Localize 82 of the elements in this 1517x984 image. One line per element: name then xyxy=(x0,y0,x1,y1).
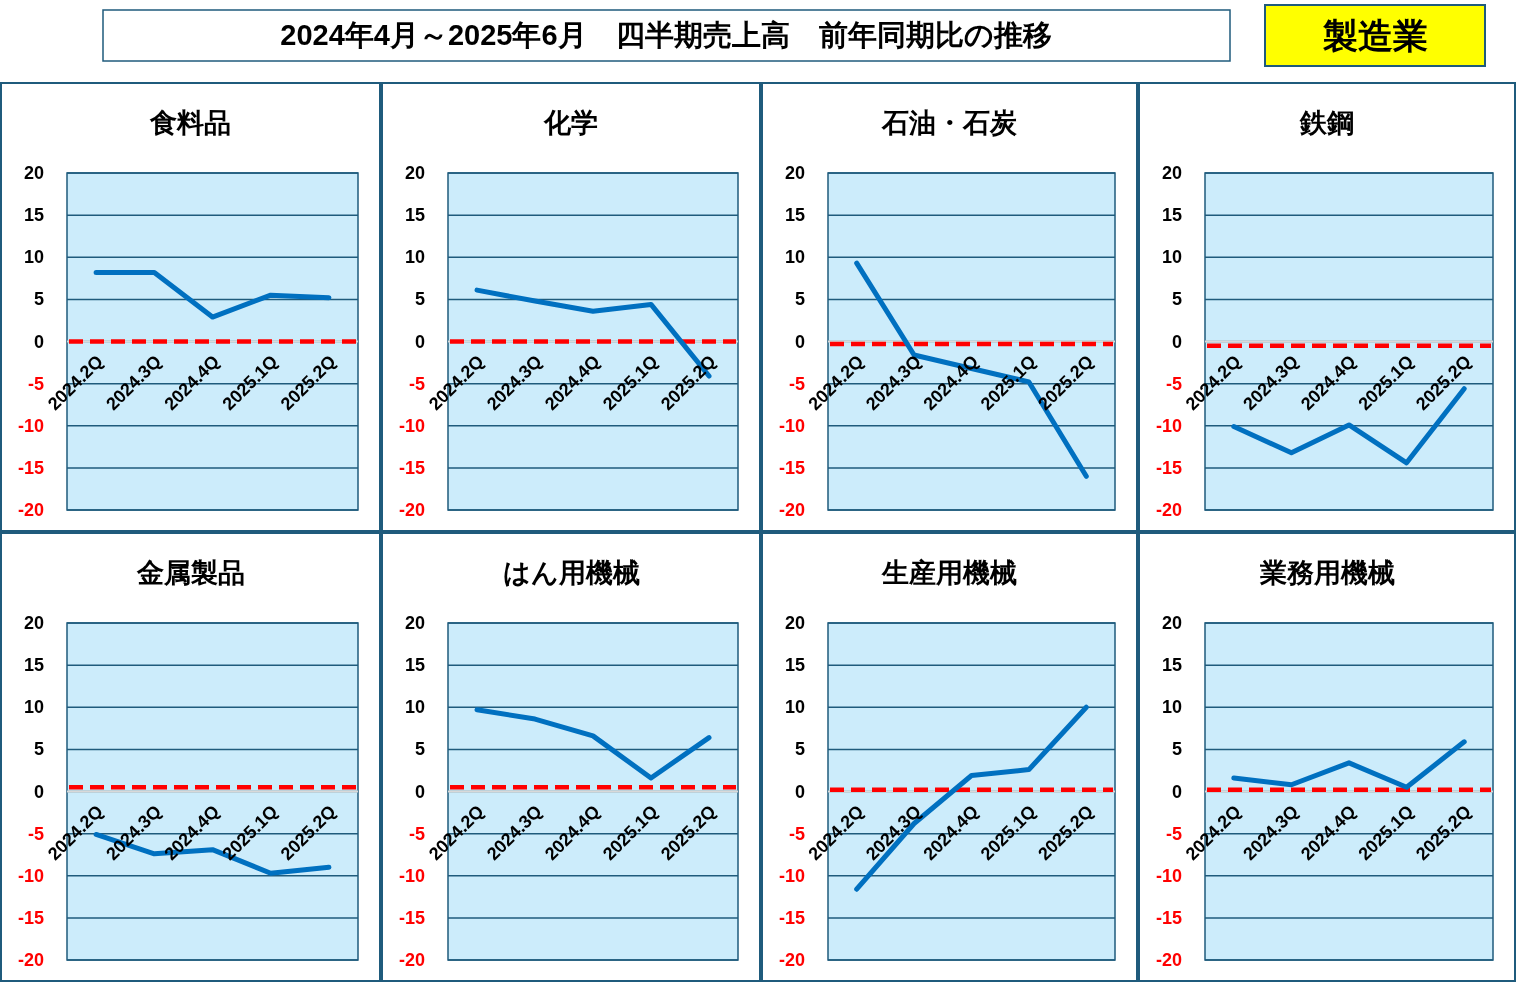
ytick: 20 xyxy=(23,613,44,633)
ytick: 0 xyxy=(415,331,425,352)
title: はん用機械 xyxy=(502,558,640,588)
ytick: -15 xyxy=(1156,457,1182,478)
title: 業務用機械 xyxy=(1259,558,1395,588)
ytick: 0 xyxy=(1172,331,1182,352)
ytick: -20 xyxy=(18,950,44,970)
title: 化学 xyxy=(544,108,598,138)
ytick: 0 xyxy=(34,331,44,352)
ytick: -20 xyxy=(18,500,44,520)
ytick: 10 xyxy=(1161,247,1182,268)
ytick: 15 xyxy=(784,655,805,676)
ytick: -10 xyxy=(399,865,425,886)
ytick: -20 xyxy=(1156,500,1182,520)
ytick: 0 xyxy=(1172,781,1182,802)
ytick: -5 xyxy=(1166,373,1182,394)
ytick: -5 xyxy=(789,373,805,394)
ytick: 15 xyxy=(784,205,805,226)
ytick: 20 xyxy=(784,163,805,183)
ytick: 5 xyxy=(34,289,44,310)
ytick: -10 xyxy=(1156,415,1182,436)
ytick: 20 xyxy=(1161,163,1182,183)
ytick: -5 xyxy=(1166,823,1182,844)
ytick: -15 xyxy=(1156,907,1182,928)
ytick: -20 xyxy=(399,950,425,970)
ytick: 10 xyxy=(404,697,425,718)
ytick: -15 xyxy=(18,457,44,478)
ytick: 10 xyxy=(23,697,44,718)
annotation: 製造業 xyxy=(1322,16,1428,55)
title: 生産用機械 xyxy=(882,558,1017,588)
title: 食料品 xyxy=(150,108,231,138)
ytick: 15 xyxy=(1161,205,1182,226)
title: 金属製品 xyxy=(136,558,245,588)
ytick: 20 xyxy=(784,613,805,633)
title: 鉄鋼 xyxy=(1300,108,1354,138)
ytick: -15 xyxy=(399,907,425,928)
ytick: 15 xyxy=(1161,655,1182,676)
ytick: -15 xyxy=(779,457,805,478)
ytick: 5 xyxy=(795,289,805,310)
ytick: 5 xyxy=(34,739,44,760)
ytick: -20 xyxy=(779,500,805,520)
ytick: 10 xyxy=(404,247,425,268)
ytick: -5 xyxy=(409,823,425,844)
ytick: 0 xyxy=(34,781,44,802)
ytick: -5 xyxy=(28,823,44,844)
ytick: 5 xyxy=(1172,289,1182,310)
ytick: 10 xyxy=(784,697,805,718)
ytick: -15 xyxy=(779,907,805,928)
ytick: 15 xyxy=(404,655,425,676)
ytick: 0 xyxy=(795,781,805,802)
ytick: -15 xyxy=(18,907,44,928)
title: 石油・石炭 xyxy=(882,108,1017,138)
ytick: 20 xyxy=(404,163,425,183)
title: 2024年4月～2025年6月 四半期売上高 前年同期比の推移 xyxy=(280,19,1052,51)
ytick: 10 xyxy=(784,247,805,268)
ytick: 20 xyxy=(1161,613,1182,633)
ytick: 10 xyxy=(23,247,44,268)
ytick: 10 xyxy=(1161,697,1182,718)
ytick: -10 xyxy=(1156,865,1182,886)
ytick: -10 xyxy=(779,415,805,436)
ytick: -10 xyxy=(399,415,425,436)
ytick: -10 xyxy=(18,415,44,436)
ytick: -10 xyxy=(18,865,44,886)
ytick: 0 xyxy=(795,331,805,352)
ytick: 15 xyxy=(23,205,44,226)
ytick: -5 xyxy=(789,823,805,844)
ytick: -20 xyxy=(399,500,425,520)
ytick: 15 xyxy=(404,205,425,226)
ytick: -5 xyxy=(409,373,425,394)
ytick: 15 xyxy=(23,655,44,676)
ytick: 20 xyxy=(404,613,425,633)
ytick: -15 xyxy=(399,457,425,478)
ytick: -20 xyxy=(779,950,805,970)
ytick: 5 xyxy=(415,739,425,760)
ytick: 5 xyxy=(415,289,425,310)
ytick: 20 xyxy=(23,163,44,183)
ytick: 5 xyxy=(1172,739,1182,760)
ytick: -20 xyxy=(1156,950,1182,970)
ytick: -10 xyxy=(779,865,805,886)
ytick: 0 xyxy=(415,781,425,802)
ytick: 5 xyxy=(795,739,805,760)
ytick: -5 xyxy=(28,373,44,394)
